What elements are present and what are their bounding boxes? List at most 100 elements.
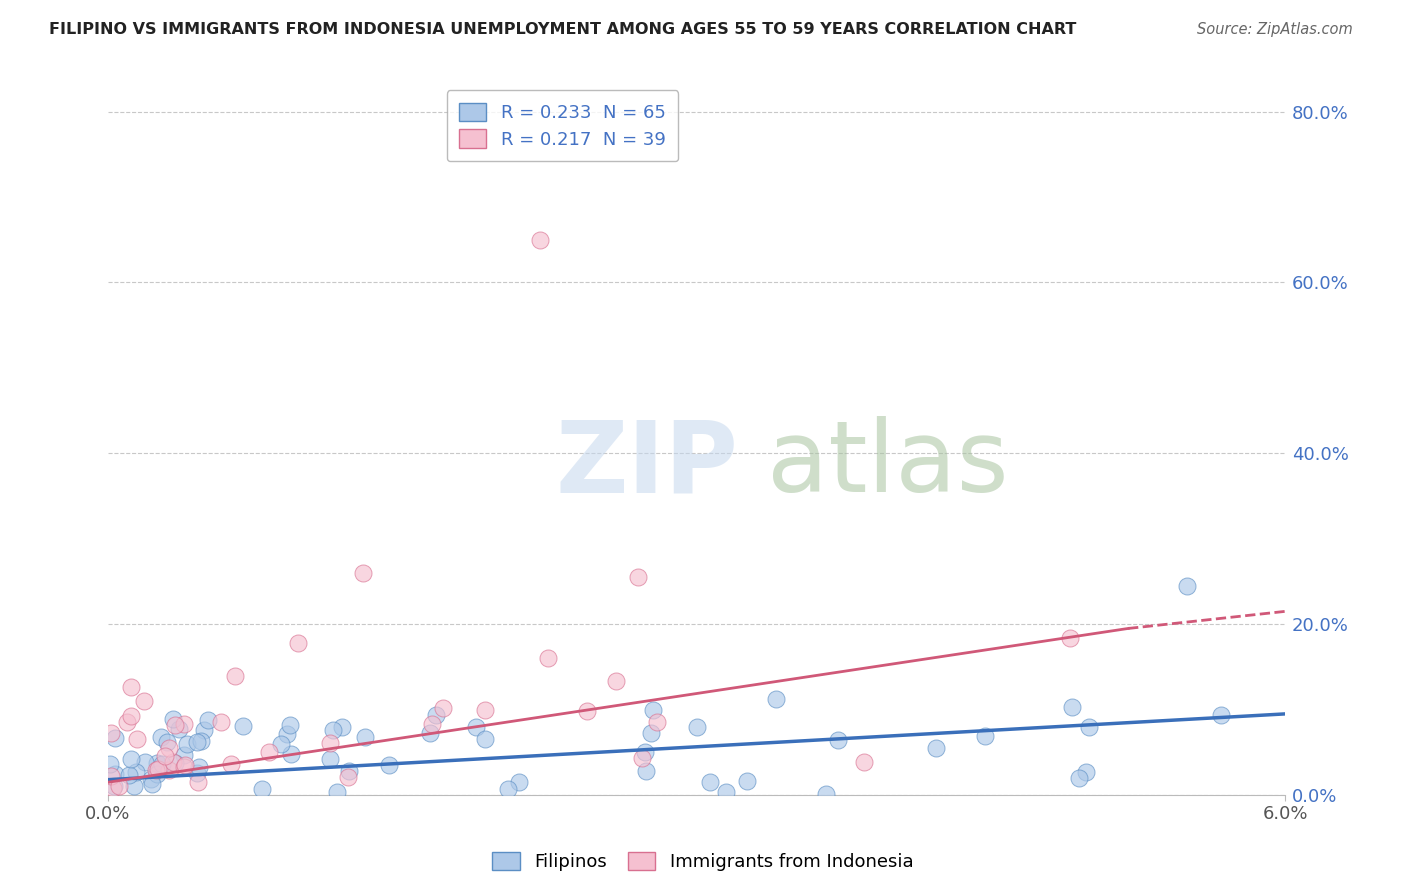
Point — [139, 772, 162, 786]
Point — [157, 763, 180, 777]
Point — [197, 713, 219, 727]
Point — [924, 740, 946, 755]
Point — [141, 777, 163, 791]
Point — [1059, 631, 1081, 645]
Point — [173, 747, 195, 762]
Point — [125, 764, 148, 779]
Text: atlas: atlas — [768, 417, 1008, 514]
Point — [634, 745, 657, 759]
Point — [319, 736, 342, 750]
Point — [432, 701, 454, 715]
Point — [853, 755, 876, 769]
Point — [118, 767, 141, 781]
Point — [699, 775, 721, 789]
Point — [132, 694, 155, 708]
Legend: R = 0.233  N = 65, R = 0.217  N = 39: R = 0.233 N = 65, R = 0.217 N = 39 — [447, 90, 678, 161]
Legend: Filipinos, Immigrants from Indonesia: Filipinos, Immigrants from Indonesia — [485, 845, 921, 879]
Point — [636, 764, 658, 779]
Point — [1076, 765, 1098, 780]
Point — [100, 769, 122, 783]
Point — [814, 788, 837, 802]
Point — [425, 707, 447, 722]
Point — [224, 669, 246, 683]
Point — [714, 784, 737, 798]
Point — [973, 729, 995, 743]
Point — [1067, 771, 1090, 785]
Point — [330, 720, 353, 734]
Point — [219, 756, 242, 771]
Point — [529, 233, 551, 247]
Point — [145, 763, 167, 777]
Point — [326, 784, 349, 798]
Point — [257, 745, 280, 759]
Point — [1175, 579, 1198, 593]
Point — [735, 774, 758, 789]
Point — [103, 779, 125, 793]
Point — [115, 714, 138, 729]
Point — [156, 735, 179, 749]
Point — [150, 756, 173, 771]
Text: Source: ZipAtlas.com: Source: ZipAtlas.com — [1197, 22, 1353, 37]
Point — [153, 749, 176, 764]
Point — [353, 731, 375, 745]
Point — [537, 651, 560, 665]
Point — [173, 716, 195, 731]
Point — [627, 570, 650, 584]
Point — [167, 722, 190, 736]
Point — [605, 673, 627, 688]
Point — [187, 775, 209, 789]
Point — [174, 757, 197, 772]
Point — [827, 732, 849, 747]
Point — [100, 726, 122, 740]
Point — [337, 764, 360, 779]
Point — [101, 781, 124, 796]
Point — [278, 718, 301, 732]
Point — [146, 767, 169, 781]
Point — [149, 730, 172, 744]
Point — [148, 762, 170, 776]
Point — [165, 717, 187, 731]
Point — [162, 712, 184, 726]
Point — [127, 731, 149, 746]
Point — [120, 709, 142, 723]
Point — [232, 718, 254, 732]
Point — [270, 737, 292, 751]
Point — [250, 782, 273, 797]
Point — [643, 703, 665, 717]
Text: ZIP: ZIP — [555, 417, 738, 514]
Point — [108, 779, 131, 793]
Point — [104, 731, 127, 745]
Point — [420, 716, 443, 731]
Point — [498, 782, 520, 797]
Point — [474, 703, 496, 717]
Point — [576, 704, 599, 718]
Point — [186, 765, 208, 780]
Point — [640, 725, 662, 739]
Point — [378, 757, 401, 772]
Point — [157, 741, 180, 756]
Point — [352, 566, 374, 580]
Point — [176, 737, 198, 751]
Point — [100, 757, 122, 772]
Point — [186, 735, 208, 749]
Point — [1060, 700, 1083, 714]
Point — [465, 720, 488, 734]
Point — [120, 752, 142, 766]
Point — [190, 733, 212, 747]
Point — [337, 771, 360, 785]
Point — [146, 756, 169, 770]
Point — [134, 755, 156, 769]
Point — [765, 691, 787, 706]
Point — [276, 727, 298, 741]
Point — [104, 767, 127, 781]
Point — [1077, 720, 1099, 734]
Point — [508, 775, 530, 789]
Point — [631, 751, 654, 765]
Point — [474, 731, 496, 746]
Point — [287, 636, 309, 650]
Point — [162, 755, 184, 769]
Point — [280, 747, 302, 762]
Point — [188, 760, 211, 774]
Point — [322, 723, 344, 737]
Point — [419, 726, 441, 740]
